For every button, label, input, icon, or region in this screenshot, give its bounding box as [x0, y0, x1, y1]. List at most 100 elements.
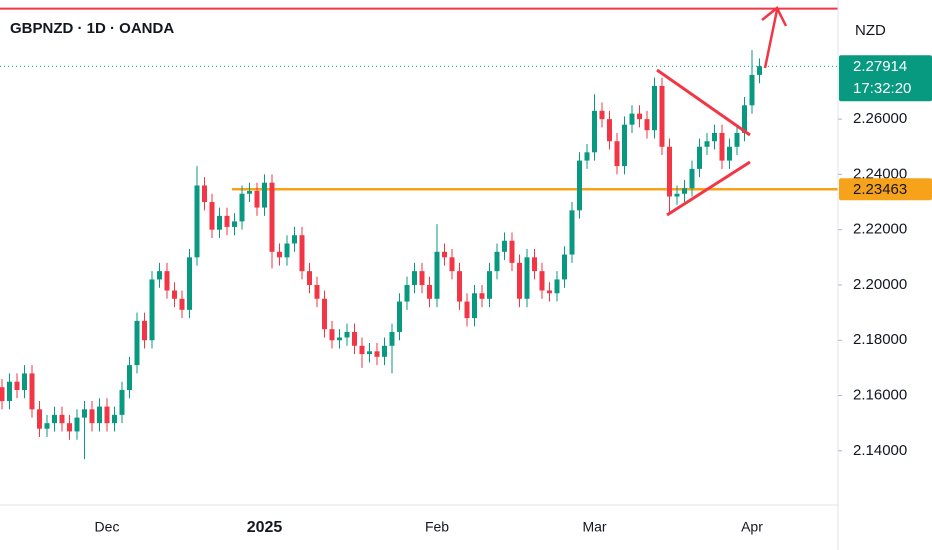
candle-body	[37, 409, 42, 429]
candle-body	[67, 423, 72, 432]
x-tick-label: Mar	[582, 519, 606, 535]
candle-body	[382, 345, 387, 357]
chart-title: GBPNZD · 1D · OANDA	[10, 20, 174, 37]
last-price-tag	[839, 55, 932, 102]
candle-body	[277, 251, 282, 258]
candle-body	[247, 190, 252, 194]
countdown-label: 17:32:20	[853, 80, 911, 97]
candle-body	[232, 221, 237, 227]
y-tick-label: 2.16000	[853, 386, 907, 403]
candle-body	[112, 414, 117, 424]
price-level-tag	[839, 178, 932, 201]
candle-body	[119, 389, 125, 415]
candle-body	[434, 251, 440, 299]
candle-body	[14, 381, 20, 390]
candle-body	[89, 409, 95, 424]
candle-body	[719, 132, 725, 161]
x-tick-label: Dec	[95, 519, 120, 535]
candle-body	[157, 271, 162, 280]
candle-body	[134, 320, 140, 366]
breakout-arrow	[763, 9, 779, 69]
candle-body	[562, 254, 567, 280]
candle-body	[104, 406, 110, 424]
candle-body	[547, 290, 552, 294]
candle-body	[457, 271, 462, 302]
y-tick-label: 2.26000	[853, 110, 907, 127]
candle-body	[269, 182, 275, 252]
candle-body	[412, 271, 417, 285]
candle-body	[194, 185, 200, 258]
candle-body	[734, 132, 740, 147]
arrow-head	[761, 6, 788, 27]
candle-body	[224, 215, 230, 227]
candle-body	[659, 85, 665, 147]
candle-body	[644, 119, 650, 131]
drawings	[656, 6, 788, 217]
candle-body	[509, 240, 515, 263]
candle-body	[742, 105, 747, 133]
y-tick-label: 2.22000	[853, 221, 907, 238]
price-level-label: 2.23463	[853, 181, 907, 198]
y-tick-label: 2.14000	[853, 442, 907, 459]
candle-body	[74, 417, 80, 432]
candle-body	[652, 85, 657, 131]
triangle-lower-line	[666, 160, 751, 217]
candles-layer	[0, 50, 762, 460]
x-tick-label: Apr	[741, 519, 763, 535]
candle-body	[629, 113, 635, 125]
candle-body	[322, 298, 327, 330]
candle-body	[127, 365, 132, 390]
candle-body	[179, 298, 185, 310]
candle-body	[419, 271, 425, 285]
candle-body	[389, 331, 395, 346]
candle-body	[29, 373, 35, 410]
candle-body	[172, 290, 177, 299]
candle-body	[299, 235, 305, 272]
candle-body	[464, 301, 470, 319]
y-tick-label: 2.24000	[853, 165, 907, 182]
candle-body	[614, 141, 620, 167]
candle-body	[449, 257, 455, 272]
candle-body	[727, 146, 732, 161]
candle-body	[97, 406, 102, 424]
candle-body	[539, 271, 545, 291]
candle-body	[187, 257, 192, 310]
levels-layer	[0, 7, 838, 191]
candle-body	[502, 240, 507, 252]
candle-body	[637, 113, 642, 120]
candle-body	[472, 293, 477, 319]
candle-body	[757, 66, 762, 75]
axis-layer: 2.14000 2.16000 2.18000 2.20000 2.22000 2.240…	[95, 55, 932, 536]
candle-body	[712, 132, 717, 142]
candle-body	[82, 409, 87, 418]
candle-body	[599, 110, 605, 120]
candle-body	[374, 351, 380, 357]
candle-body	[704, 141, 710, 147]
candle-body	[367, 351, 372, 355]
candle-body	[52, 414, 57, 424]
candle-body	[329, 329, 335, 341]
triangle-upper-line	[656, 68, 751, 137]
y-tick-label: 2.18000	[853, 331, 907, 348]
candle-body	[532, 257, 537, 272]
candle-body	[314, 284, 320, 299]
candle-body	[554, 279, 560, 294]
candle-body	[584, 152, 590, 161]
candle-body	[217, 215, 222, 230]
candle-body	[592, 110, 597, 153]
candle-body	[494, 251, 500, 272]
x-tick-label: Feb	[425, 519, 449, 535]
candle-body	[337, 337, 342, 341]
y-tick-label: 2.20000	[853, 276, 907, 293]
candle-body	[607, 119, 612, 142]
candle-body	[427, 284, 432, 299]
currency-label: NZD	[855, 22, 886, 39]
candle-body	[667, 146, 672, 197]
candle-body	[577, 160, 582, 211]
candle-body	[697, 146, 702, 169]
candle-body	[0, 387, 5, 402]
candle-body	[239, 193, 245, 222]
candle-body	[689, 168, 695, 189]
